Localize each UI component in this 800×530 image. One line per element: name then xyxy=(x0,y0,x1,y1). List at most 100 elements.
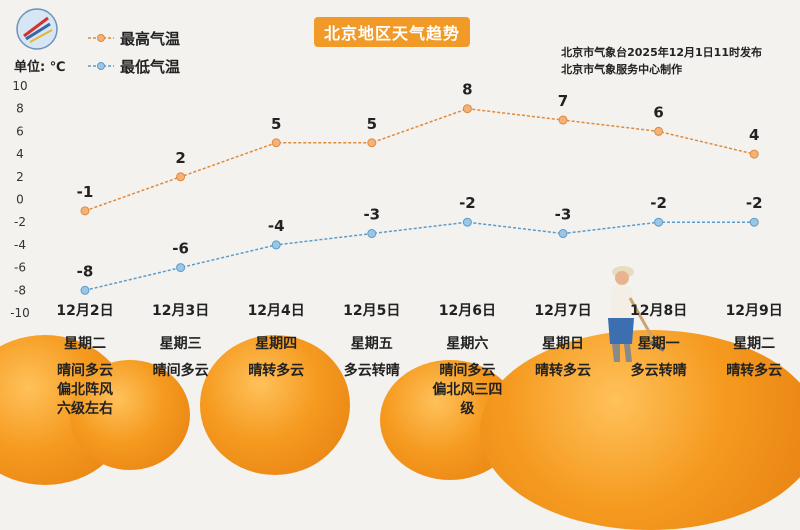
day-weekday: 星期一 xyxy=(637,336,680,352)
credit-line-2: 北京市气象服务中心制作 xyxy=(561,63,683,76)
day-weather: 晴间多云偏北阵风六级左右 xyxy=(40,362,130,419)
y-tick-label: -10 xyxy=(10,306,30,320)
day-weather-line: 多云转晴 xyxy=(343,363,400,379)
y-tick-label: -8 xyxy=(14,283,26,297)
day-weather: 多云转晴 xyxy=(614,362,704,381)
y-tick-label: 8 xyxy=(16,102,24,116)
data-point-low xyxy=(654,217,664,227)
day-weather-line: 多云转晴 xyxy=(630,363,687,379)
day-weather-line: 偏北风三四 xyxy=(432,382,503,398)
y-tick-label: 10 xyxy=(12,79,27,93)
legend-high-marker-icon xyxy=(88,34,114,42)
day-weather: 晴间多云偏北风三四级 xyxy=(422,362,512,419)
data-point-high xyxy=(558,115,568,125)
day-date: 12月2日 xyxy=(56,303,114,319)
series-lines xyxy=(84,107,755,292)
data-label-high: -1 xyxy=(77,183,94,201)
day-weekday: 星期二 xyxy=(64,336,106,352)
day-weather-line: 六级左右 xyxy=(57,401,113,417)
day-weekday: 星期三 xyxy=(159,336,202,352)
data-label-low: -2 xyxy=(746,194,763,212)
day-weekday: 星期四 xyxy=(255,336,298,352)
day-date: 12月4日 xyxy=(247,303,305,319)
series-line-low xyxy=(84,221,755,292)
data-label-low: -2 xyxy=(650,194,667,212)
day-weather: 晴转多云 xyxy=(231,362,321,381)
credit-line-1: 北京市气象台2025年12月1日11时发布 xyxy=(561,46,762,59)
data-point-high xyxy=(176,172,186,182)
day-weather-line: 晴转多云 xyxy=(726,363,783,379)
data-point-low xyxy=(558,229,568,239)
legend-low-label: 最低气温 xyxy=(120,57,181,76)
page-title: 北京地区天气趋势 xyxy=(314,17,471,47)
data-point-low xyxy=(367,229,377,239)
day-weather-line: 偏北阵风 xyxy=(57,382,113,398)
day-weather: 晴转多云 xyxy=(518,362,608,381)
data-labels: -1 2 5 5 8 7 6 4 -8 -6 -4 -3 -2 -3 -2 -2 xyxy=(77,81,763,281)
temperature-chart: 10 8 6 4 2 0 -2 -4 -6 -8 -10 -1 2 5 5 8 7 6 4 -8 -6 -4 -3 -2 -3… xyxy=(10,79,763,320)
data-point-low xyxy=(749,217,759,227)
legend: 最高气温 最低气温 xyxy=(88,24,180,80)
day-date: 12月9日 xyxy=(725,303,783,319)
y-tick-label: 2 xyxy=(16,170,24,184)
data-label-high: 8 xyxy=(462,81,472,99)
data-label-high: 5 xyxy=(271,115,281,133)
data-label-high: 2 xyxy=(175,149,185,167)
data-point-low xyxy=(80,285,90,295)
data-label-low: -4 xyxy=(268,217,285,235)
day-weather: 晴间多云 xyxy=(136,362,226,381)
day-weather-line: 级 xyxy=(460,401,475,417)
data-label-low: -2 xyxy=(459,194,476,212)
data-point-high xyxy=(367,138,377,148)
day-date: 12月7日 xyxy=(534,303,592,319)
data-label-low: -6 xyxy=(172,240,189,258)
data-label-high: 6 xyxy=(653,103,663,121)
data-label-high: 7 xyxy=(558,92,568,110)
data-point-low xyxy=(176,263,186,273)
day-date: 12月3日 xyxy=(151,303,210,319)
y-tick-label: 6 xyxy=(16,124,24,138)
data-point-high xyxy=(80,206,90,216)
day-weather-line: 晴间多云 xyxy=(57,363,113,379)
day-date: 12月5日 xyxy=(343,303,401,319)
series-points xyxy=(80,104,759,295)
y-axis-ticks: 10 8 6 4 2 0 -2 -4 -6 -8 -10 xyxy=(10,79,30,320)
day-date: 12月8日 xyxy=(629,303,688,319)
day-weather-line: 晴转多云 xyxy=(535,363,591,379)
day-weather: 晴转多云 xyxy=(709,362,799,381)
data-point-high xyxy=(271,138,281,148)
data-label-low: -8 xyxy=(77,262,94,280)
day-weather: 多云转晴 xyxy=(327,362,417,381)
y-tick-label: -6 xyxy=(14,261,26,275)
y-tick-label: 0 xyxy=(16,193,24,207)
legend-item-high: 最高气温 xyxy=(88,24,180,52)
data-point-high xyxy=(749,149,759,159)
y-tick-label: -2 xyxy=(14,215,26,229)
legend-high-label: 最高气温 xyxy=(120,29,181,48)
data-label-low: -3 xyxy=(363,206,380,224)
day-weather-line: 晴间多云 xyxy=(152,363,209,379)
data-point-high xyxy=(462,104,472,114)
data-label-low: -3 xyxy=(555,206,572,224)
farmer-figure-icon xyxy=(608,266,665,362)
day-date: 12月6日 xyxy=(438,303,496,319)
y-tick-label: -4 xyxy=(14,238,26,252)
unit-label: 单位: ℃ xyxy=(14,60,66,75)
data-point-low xyxy=(271,240,281,250)
y-tick-label: 4 xyxy=(16,147,24,161)
day-weekday: 星期日 xyxy=(542,336,584,352)
day-weekday: 星期五 xyxy=(350,336,393,352)
day-weekday: 星期二 xyxy=(733,336,776,352)
meteorological-logo-icon xyxy=(16,8,58,50)
day-weather-line: 晴转多云 xyxy=(248,363,305,379)
day-weekday: 星期六 xyxy=(446,336,489,352)
data-point-high xyxy=(654,126,664,136)
legend-item-low: 最低气温 xyxy=(88,52,180,80)
day-weather-line: 晴间多云 xyxy=(439,363,496,379)
legend-low-marker-icon xyxy=(88,62,114,70)
data-point-low xyxy=(462,217,472,227)
data-label-high: 4 xyxy=(749,126,759,144)
series-line-high xyxy=(84,107,755,212)
credit-block: 北京市气象台2025年12月1日11时发布 北京市气象服务中心制作 xyxy=(561,44,762,78)
data-label-high: 5 xyxy=(367,115,377,133)
